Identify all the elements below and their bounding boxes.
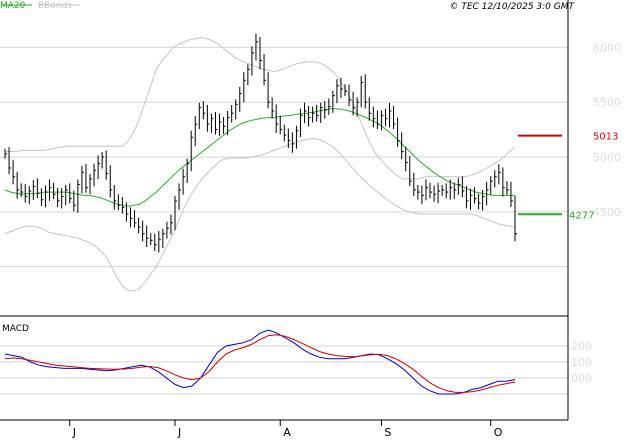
macd-y-tick-label: 200 [571,340,592,353]
price-y-tick-label: 5500 [593,96,621,109]
x-tick-label: J [72,426,76,439]
bbands-lower-line [4,137,516,292]
macd-y-tick-label: 000 [571,372,592,385]
price-y-tick-labels: 6000 5500 5000 4500 [593,41,621,218]
macd-y-tick-label: 100 [571,356,592,369]
x-tick-label: A [283,426,291,439]
macd-y-tick-labels: 200 100 000 [571,340,592,385]
price-bars [4,33,517,253]
ma20-legend-label: MA20 [0,1,26,11]
macd-line [4,329,516,395]
support-level-label: 4277 [569,210,594,221]
bbands-legend-label: BBands [38,1,72,11]
price-y-tick-label: 6000 [593,41,621,54]
x-tick-label: S [384,426,391,439]
macd-panel-title: MACD [2,324,29,334]
resistance-level-label: 5013 [593,132,618,143]
price-y-tick-label: 4500 [593,206,621,219]
x-tick-label: O [494,426,503,439]
price-gridlines [0,46,568,268]
source-timestamp: © TEC 12/10/2025 3:0 GMT [449,2,575,12]
macd-signal-line [4,334,516,393]
price-y-tick-label: 5000 [593,151,621,164]
x-tick-label: J [177,426,181,439]
ma20-line [4,108,515,207]
macd-gridlines [0,345,568,395]
